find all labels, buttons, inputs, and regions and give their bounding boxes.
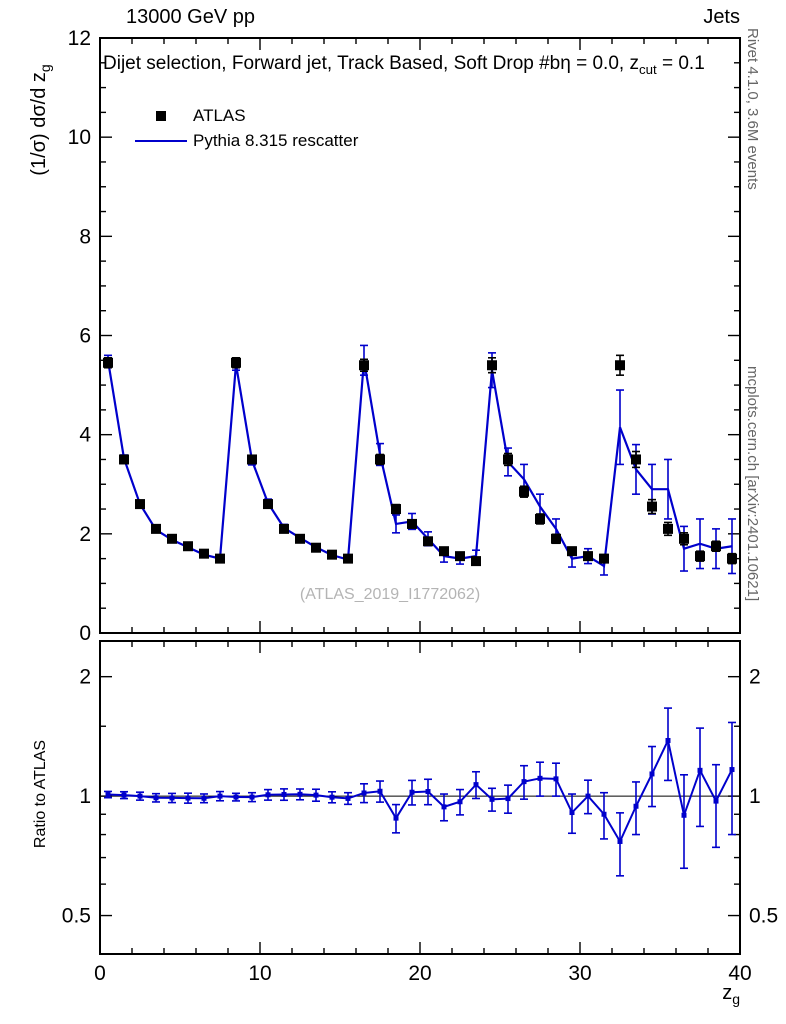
legend-entry-atlas: ATLAS (133, 106, 246, 126)
svg-text:4: 4 (79, 424, 91, 447)
svg-text:6: 6 (79, 325, 91, 348)
observable-title-sub: cut (638, 61, 657, 77)
svg-text:8: 8 (79, 225, 91, 248)
analysis-id-watermark: (ATLAS_2019_I1772062) (299, 586, 481, 603)
svg-text:30: 30 (568, 962, 591, 985)
svg-text:1: 1 (749, 785, 761, 808)
svg-text:0.5: 0.5 (62, 905, 91, 928)
legend-label-atlas: ATLAS (193, 106, 246, 125)
atlas-square-glyph (156, 111, 166, 121)
legend-label-pythia: Pythia 8.315 rescatter (193, 131, 359, 150)
pythia-line-icon (133, 140, 189, 142)
svg-text:10: 10 (248, 962, 271, 985)
y-axis-label: (1/σ) dσ/d zg (28, 8, 53, 232)
observable-title-main: Dijet selection, Forward jet, Track Base… (103, 53, 639, 74)
pythia-line-glyph (135, 140, 187, 142)
observable-title-tail: = 0.1 (656, 53, 705, 74)
svg-text:2: 2 (79, 666, 91, 689)
svg-text:0: 0 (79, 622, 91, 645)
panel-frames (99, 37, 741, 955)
svg-text:1: 1 (79, 785, 91, 808)
x-axis-label-sub: g (732, 991, 740, 1007)
ratio-axis-label: Ratio to ATLAS (32, 739, 49, 849)
ratio-panel-series (100, 707, 740, 877)
svg-text:0.5: 0.5 (749, 905, 778, 928)
svg-text:0: 0 (94, 962, 106, 985)
svg-text:20: 20 (408, 962, 431, 985)
x-axis-label-main: z (722, 982, 733, 1004)
svg-text:2: 2 (749, 666, 761, 689)
y-axis-label-main: (1/σ) dσ/d z (28, 72, 50, 176)
main-panel-series (103, 344, 737, 576)
svg-text:2: 2 (79, 523, 91, 546)
beam-energy-title: 13000 GeV pp (126, 6, 255, 28)
mcplots-arxiv-note: mcplots.cern.ch [arXiv:2401.10621] (744, 366, 761, 602)
svg-text:12: 12 (68, 27, 91, 50)
y-axis-label-sub: g (37, 64, 53, 73)
rivet-version-note: Rivet 4.1.0, 3.6M events (744, 28, 761, 190)
atlas-square-icon (133, 111, 189, 121)
svg-text:40: 40 (728, 962, 751, 985)
legend-entry-pythia: Pythia 8.315 rescatter (133, 131, 358, 151)
observable-title: Dijet selection, Forward jet, Track Base… (103, 53, 737, 77)
analysis-group-title: Jets (703, 6, 740, 28)
x-axis-label: zg (640, 982, 740, 1007)
svg-text:10: 10 (68, 126, 91, 149)
axis-ticks (99, 37, 741, 954)
